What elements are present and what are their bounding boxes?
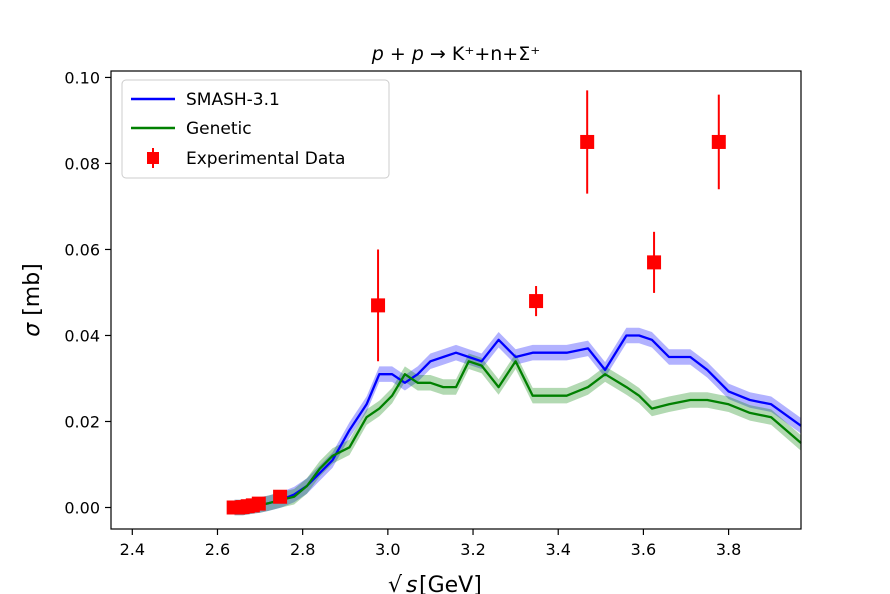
data-point [273,489,288,504]
y-tick-label: 0.02 [64,412,100,431]
data-point [580,134,595,149]
legend-box [121,79,390,179]
x-ticks: 2.4 2.6 2.8 3.0 3.2 3.4 3.6 3.8 [120,529,741,559]
data-point [371,298,386,313]
data-point [711,134,726,149]
legend-label-smash: SMASH-3.1 [186,90,280,110]
y-axis-label-unit: [mb] [20,263,45,323]
data-point [251,496,266,511]
x-tick-label: 3.4 [545,540,570,559]
title-rest: → K⁺+n+Σ⁺ [424,43,540,65]
title-p1: p [371,43,384,65]
band-smash-3-1 [234,327,801,516]
data-point [647,255,662,270]
x-tick-label: 2.4 [120,540,145,559]
y-tick-label: 0.10 [64,68,100,87]
title-op: + [384,43,412,65]
legend-label-genetic: Genetic [186,119,252,139]
x-tick-label: 3.2 [460,540,485,559]
y-tick-label: 0.04 [64,326,100,345]
plot-frame [110,70,802,530]
x-axis-label-unit: [GeV] [419,573,482,594]
uncertainty-bands [234,327,801,516]
x-tick-label: 3.0 [375,540,400,559]
y-tick-label: 0.08 [64,154,100,173]
legend-label-experimental: Experimental Data [186,149,345,169]
legend: SMASH-3.1 Genetic Experimental Data [121,79,390,179]
chart-title: p + p → K⁺+n+Σ⁺ [371,43,541,65]
line-smash-3-1 [234,334,802,509]
band-genetic [234,353,801,516]
y-axis-label: σ [mb] [20,263,45,337]
y-ticks: 0.00 0.02 0.04 0.06 0.08 0.10 [64,68,111,517]
x-axis-label: √ s [GeV] [388,573,482,594]
legend-swatch-experimental [147,152,159,164]
x-axis-label-radical: √ [388,573,403,594]
y-tick-label: 0.00 [64,498,100,517]
y-tick-label: 0.06 [64,240,100,259]
y-axis-label-symbol: σ [20,322,45,337]
x-tick-label: 3.8 [716,540,741,559]
x-tick-label: 2.6 [205,540,230,559]
title-p2: p [411,43,424,65]
line-genetic [234,360,802,509]
data-point [529,294,544,309]
x-tick-label: 3.6 [631,540,656,559]
x-tick-label: 2.8 [290,540,315,559]
model-lines [234,334,802,509]
experimental-points [226,90,726,515]
x-axis-label-symbol: s [406,573,417,594]
